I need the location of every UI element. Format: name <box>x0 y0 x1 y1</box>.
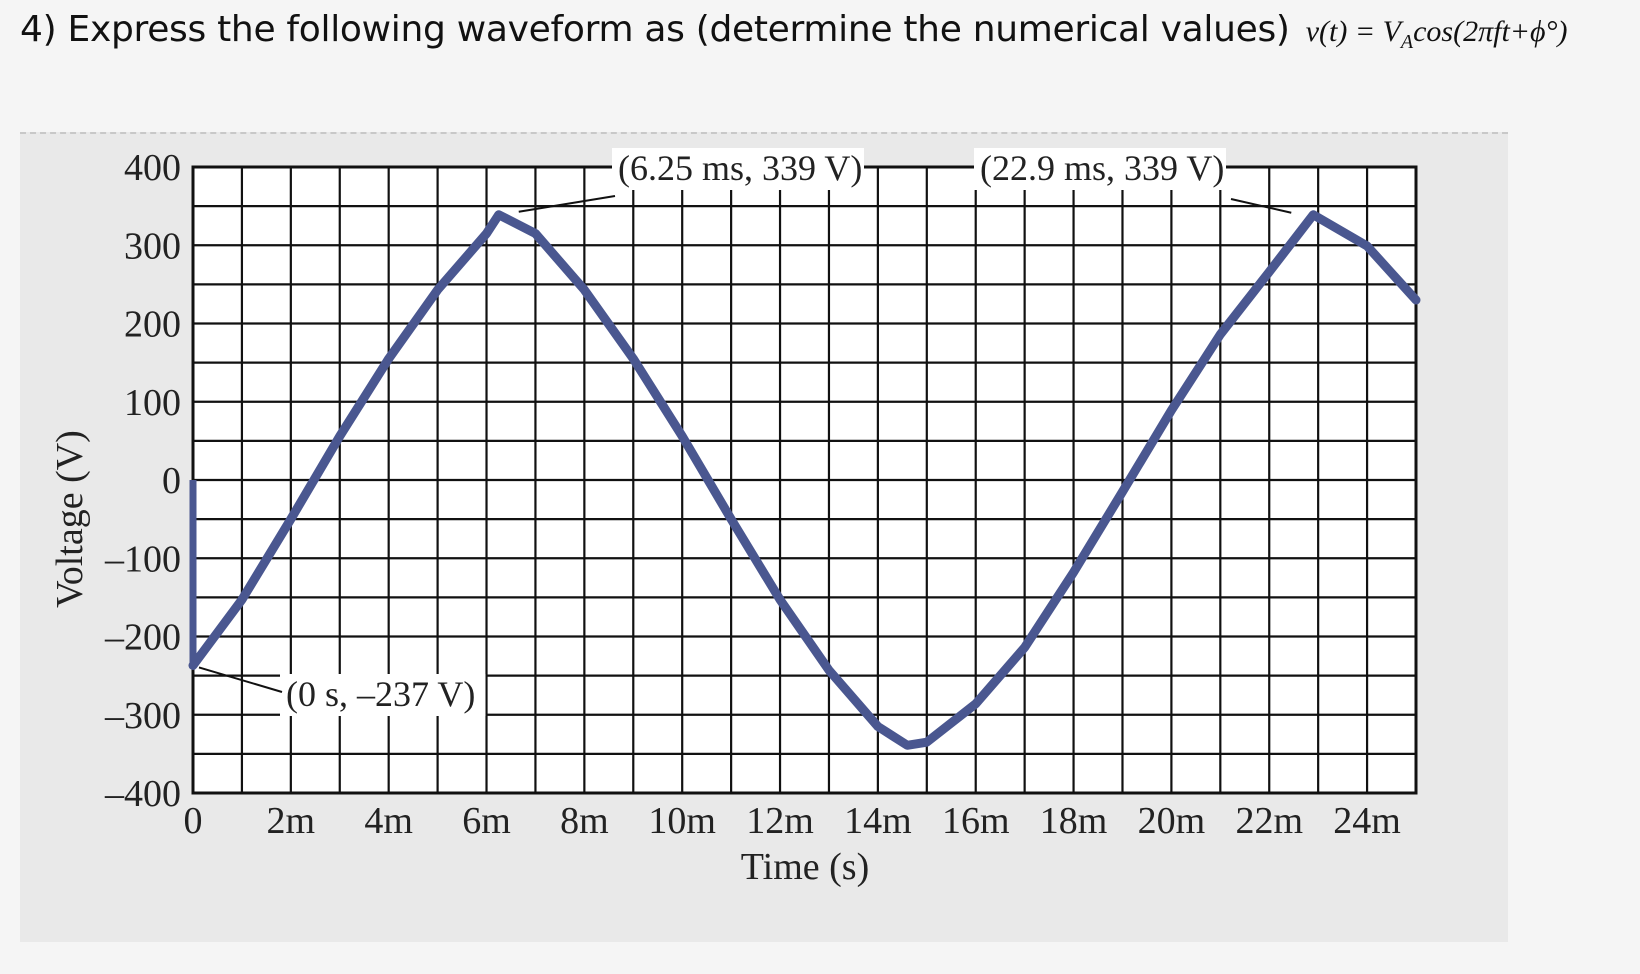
chart-panel: 0 2m 4m 6m 8m 10m 12m 14m 16m 18m 20m 22m 24m 400 300… <box>20 132 1508 942</box>
y-tick-label: 200 <box>124 304 181 346</box>
x-tick-label: 4m <box>364 800 413 842</box>
x-tick-label: 16m <box>942 800 1010 842</box>
annotation-backdrop <box>974 148 1226 190</box>
y-tick-label: 400 <box>124 147 181 189</box>
x-tick-label: 24m <box>1333 800 1401 842</box>
annotation-backdrop <box>280 674 486 716</box>
x-tick-label: 14m <box>844 800 912 842</box>
x-tick-label: 22m <box>1235 800 1303 842</box>
x-tick-labels: 0 2m 4m 6m 8m 10m 12m 14m 16m 18m 20m 22m 24m <box>184 800 1401 842</box>
waveform-chart: 0 2m 4m 6m 8m 10m 12m 14m 16m 18m 20m 22m 24m 400 300… <box>49 147 1421 888</box>
x-tick-label: 8m <box>560 800 609 842</box>
formula-lhs: v(t) = V <box>1305 15 1401 48</box>
y-tick-label: –400 <box>104 773 181 815</box>
x-tick-label: 12m <box>746 800 814 842</box>
series-layer <box>188 210 1421 750</box>
annotation-label: (0 s, –237 V) <box>286 674 475 714</box>
x-tick-label: 20m <box>1138 800 1206 842</box>
annotation-leader <box>198 666 283 693</box>
y-tick-label: –100 <box>104 538 181 580</box>
annotation-leader <box>1230 198 1292 214</box>
formula-rhs: cos(2πft+ϕ°) <box>1413 15 1568 48</box>
formula-subscript: A <box>1400 31 1414 53</box>
x-tick-label: 6m <box>462 800 511 842</box>
y-tick-label: –300 <box>104 695 181 737</box>
x-tick-label: 0 <box>184 800 203 842</box>
annotation-leader <box>518 195 616 213</box>
y-tick-label: 100 <box>124 382 181 424</box>
question-text: 4) Express the following waveform as (de… <box>20 9 1290 50</box>
series-line <box>188 210 1421 750</box>
x-tick-label: 10m <box>648 800 716 842</box>
annotation-label: (6.25 ms, 339 V) <box>618 148 862 188</box>
question-formula: v(t) = VAcos(2πft+ϕ°) <box>1305 15 1568 53</box>
x-tick-label: 2m <box>267 800 316 842</box>
annotation-label: (22.9 ms, 339 V) <box>980 148 1224 188</box>
annotations: (6.25 ms, 339 V) (22.9 ms, 339 V) (0 s, –2… <box>198 148 1292 716</box>
annotation-backdrop <box>612 148 864 190</box>
x-tick-label: 18m <box>1040 800 1108 842</box>
y-tick-label: 300 <box>124 225 181 267</box>
y-tick-label: 0 <box>162 460 181 502</box>
x-axis-label: Time (s) <box>741 846 869 888</box>
y-tick-label: –200 <box>104 617 181 659</box>
y-tick-labels: 400 300 200 100 0 –100 –200 –300 –400 <box>104 147 181 815</box>
y-axis-label: Voltage (V) <box>49 430 91 608</box>
question-line: 4) Express the following waveform as (de… <box>20 2 1568 58</box>
